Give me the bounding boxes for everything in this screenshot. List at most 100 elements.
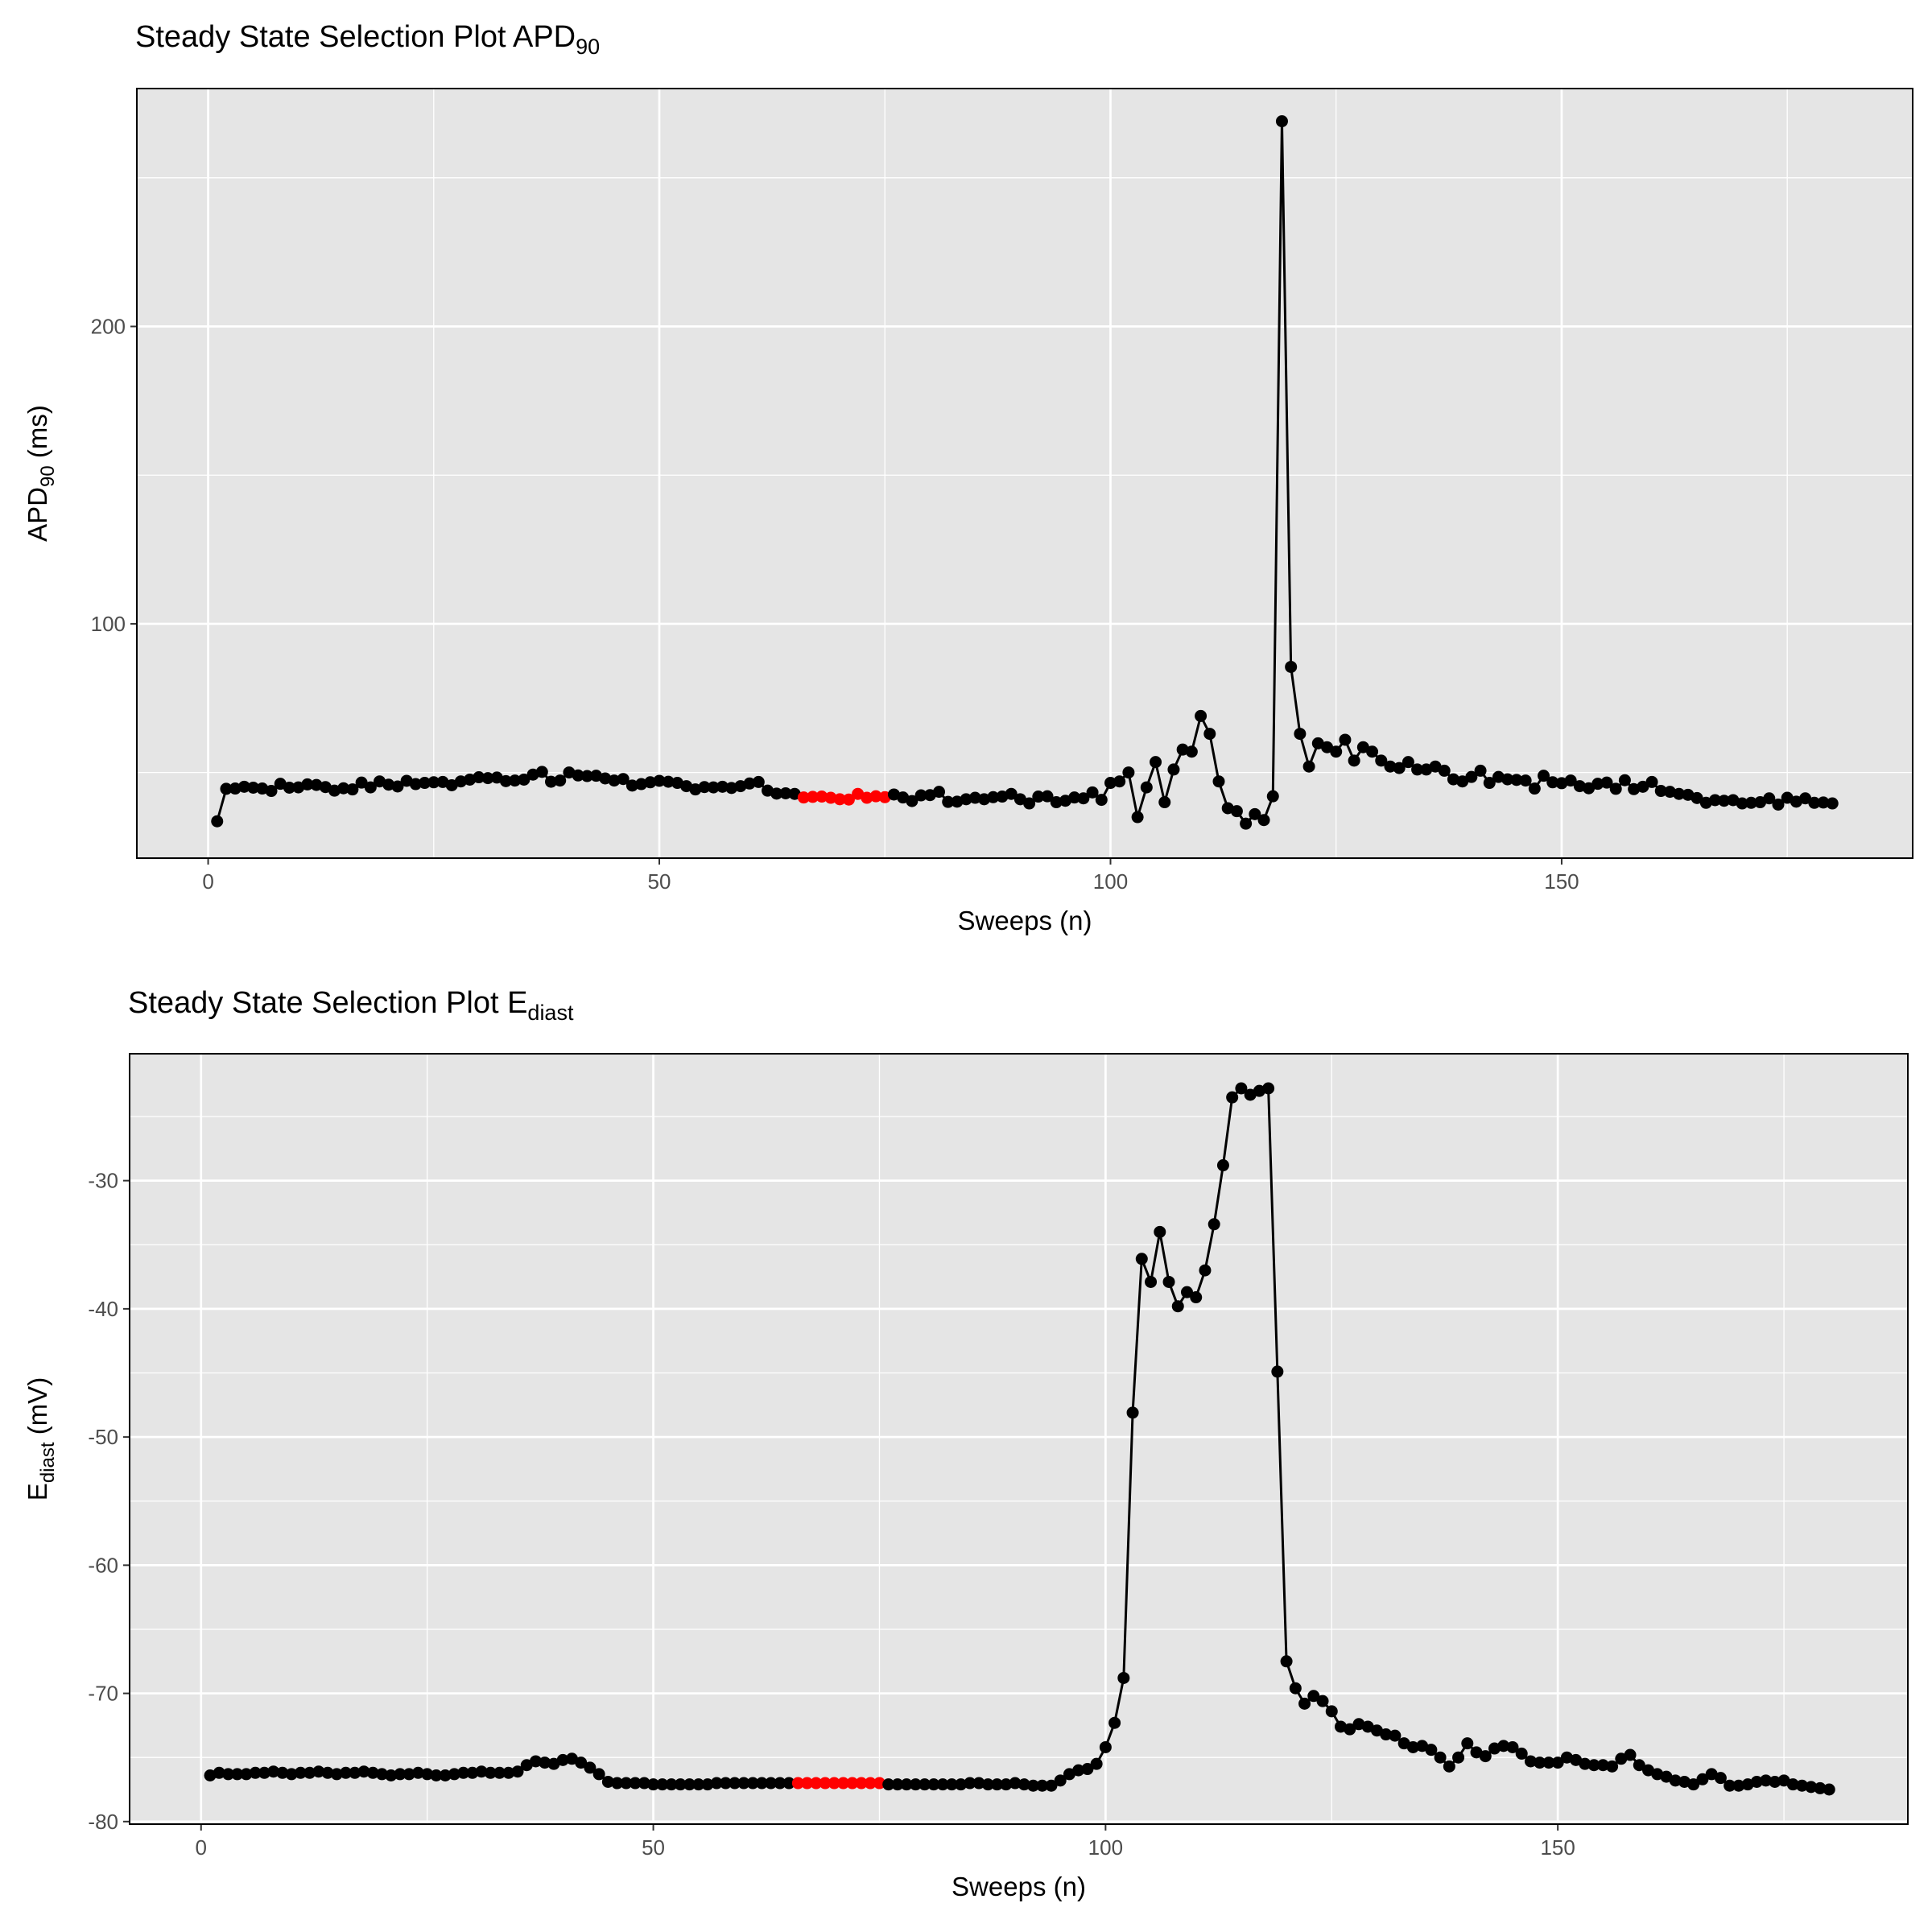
data-point bbox=[991, 1778, 1004, 1791]
data-point bbox=[1524, 1755, 1537, 1768]
data-point bbox=[554, 774, 567, 787]
data-point bbox=[220, 782, 233, 795]
panel: -80 -70 -60 -50 -40 -30 0 50 100 150 Steady State … bbox=[23, 986, 1909, 1901]
data-point bbox=[1654, 785, 1667, 798]
y-tick-label: 100 bbox=[91, 612, 126, 636]
data-point bbox=[1072, 1764, 1085, 1777]
data-point bbox=[1086, 786, 1099, 799]
data-point bbox=[1068, 791, 1081, 804]
data-point bbox=[662, 775, 675, 788]
data-point bbox=[1257, 814, 1270, 827]
data-point bbox=[1663, 786, 1676, 799]
x-tick-label: 150 bbox=[1540, 1835, 1575, 1860]
title-subscript: diast bbox=[527, 1001, 574, 1025]
data-point bbox=[755, 1777, 768, 1790]
data-point bbox=[710, 1777, 723, 1790]
data-point bbox=[1542, 1757, 1555, 1769]
data-point bbox=[529, 1755, 542, 1768]
x-axis-title: Sweeps (n) bbox=[958, 906, 1092, 935]
y-title-suffix: (mV) bbox=[23, 1377, 52, 1443]
data-point bbox=[653, 774, 666, 787]
data-point bbox=[1760, 1774, 1773, 1787]
data-point bbox=[256, 782, 269, 795]
data-point bbox=[647, 1778, 660, 1791]
data-point bbox=[1515, 1747, 1528, 1760]
data-point bbox=[1375, 754, 1388, 767]
data-point bbox=[1814, 1781, 1827, 1794]
data-point bbox=[1230, 805, 1243, 818]
data-point bbox=[421, 1768, 434, 1781]
data-point bbox=[1145, 1275, 1158, 1288]
data-point bbox=[1660, 1770, 1673, 1783]
data-point bbox=[625, 779, 638, 792]
highlighted-point bbox=[807, 791, 819, 803]
data-point bbox=[1013, 793, 1026, 806]
data-point bbox=[1393, 762, 1406, 774]
data-point bbox=[1528, 782, 1541, 795]
data-point bbox=[689, 783, 702, 796]
data-point bbox=[1167, 763, 1180, 776]
data-point bbox=[635, 778, 648, 791]
data-point bbox=[1606, 1760, 1619, 1773]
data-point bbox=[1534, 1757, 1546, 1769]
data-point bbox=[1750, 1775, 1763, 1788]
data-point bbox=[1583, 782, 1596, 795]
data-point bbox=[1429, 760, 1442, 773]
data-point bbox=[746, 1777, 759, 1790]
data-point bbox=[1416, 1740, 1429, 1752]
data-point bbox=[330, 1768, 343, 1781]
y-tick-label: 200 bbox=[91, 315, 126, 339]
data-point bbox=[737, 1777, 750, 1790]
data-point bbox=[945, 1778, 958, 1791]
data-point bbox=[1579, 1757, 1591, 1770]
data-point bbox=[729, 1777, 741, 1790]
data-point bbox=[1796, 1779, 1809, 1792]
data-point bbox=[584, 1761, 597, 1774]
y-tick-label: -50 bbox=[88, 1425, 118, 1449]
data-point bbox=[1311, 737, 1324, 749]
data-point bbox=[565, 1752, 578, 1765]
data-point bbox=[1050, 796, 1063, 809]
data-point bbox=[1117, 1671, 1130, 1684]
data-point bbox=[321, 1766, 334, 1779]
data-point bbox=[1673, 787, 1686, 800]
data-point bbox=[972, 1777, 985, 1790]
data-point bbox=[960, 793, 972, 806]
data-point bbox=[231, 1768, 244, 1781]
y-title-subscript: 90 bbox=[37, 465, 59, 487]
data-point bbox=[611, 1777, 624, 1790]
y-tick-label: -30 bbox=[88, 1169, 118, 1193]
chart-title: Steady State Selection Plot APD90 bbox=[135, 20, 600, 59]
data-point bbox=[1307, 1690, 1320, 1703]
data-point bbox=[294, 1766, 307, 1779]
data-point bbox=[725, 782, 738, 795]
x-tick-label: 0 bbox=[196, 1835, 207, 1860]
x-tick-label: 100 bbox=[1093, 869, 1128, 894]
data-point bbox=[1366, 745, 1379, 758]
data-point bbox=[1573, 780, 1586, 793]
highlighted-point bbox=[873, 1777, 886, 1790]
data-point bbox=[411, 1766, 424, 1779]
data-point bbox=[1628, 782, 1641, 795]
data-point bbox=[1808, 796, 1821, 809]
data-point bbox=[409, 778, 422, 791]
data-point bbox=[1538, 770, 1550, 782]
data-point bbox=[1724, 1779, 1736, 1792]
data-point bbox=[1285, 660, 1298, 673]
data-point bbox=[964, 1777, 976, 1790]
data-point bbox=[601, 1775, 614, 1788]
data-point bbox=[906, 795, 919, 807]
data-point bbox=[337, 782, 350, 795]
data-point bbox=[1018, 1778, 1030, 1791]
data-point bbox=[1826, 797, 1839, 810]
data-point bbox=[499, 774, 512, 787]
data-point bbox=[927, 1778, 940, 1791]
data-point bbox=[547, 1757, 560, 1770]
data-point bbox=[1705, 1768, 1718, 1781]
data-point bbox=[240, 1768, 253, 1781]
data-point bbox=[473, 771, 485, 784]
data-point bbox=[346, 783, 359, 796]
data-point bbox=[608, 774, 621, 787]
data-point bbox=[1447, 773, 1459, 786]
data-point bbox=[936, 1778, 949, 1791]
